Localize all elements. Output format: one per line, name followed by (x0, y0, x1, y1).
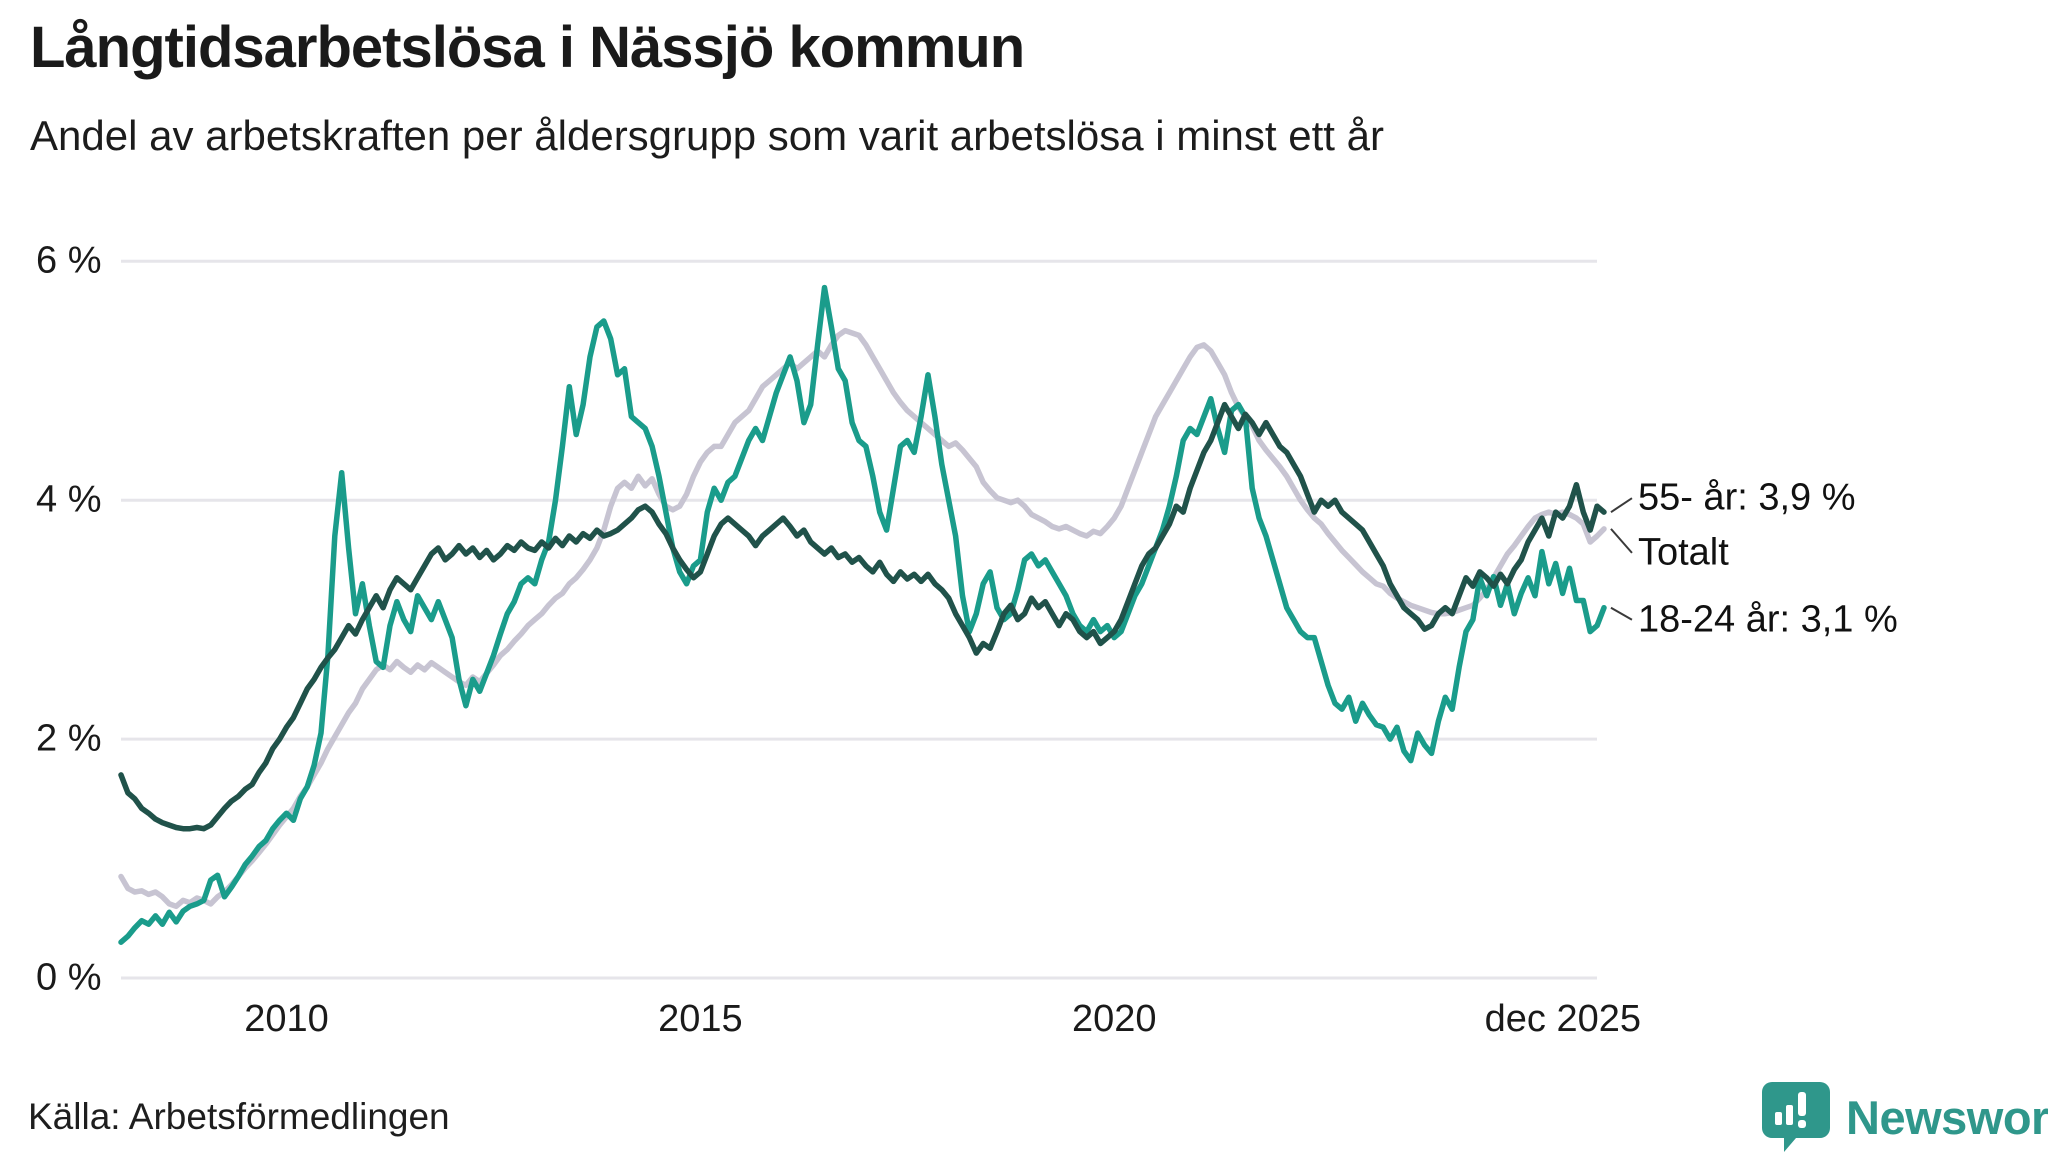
page-title: Långtidsarbetslösa i Nässjö kommun (30, 15, 1025, 80)
newsworthy-wordmark: Newsworthy (1846, 1090, 2048, 1144)
series-end-label: Totalt (1637, 531, 1729, 574)
y-tick-label: 0 % (36, 956, 102, 999)
y-tick-label: 4 % (36, 478, 102, 521)
x-tick-label: 2020 (1071, 998, 1157, 1040)
newsworthy-logo: Newsworthy (1762, 1082, 2048, 1152)
series-end-label: 18-24 år: 3,1 % (1637, 598, 1898, 641)
source-note: Källa: Arbetsförmedlingen (28, 1096, 450, 1137)
y-tick-label: 6 % (36, 239, 102, 282)
y-tick-label: 2 % (36, 717, 102, 760)
x-tick-label: dec 2025 (1484, 998, 1642, 1040)
bar-chart-speech-bubble-icon (1762, 1082, 1830, 1152)
chart-subtitle: Andel av arbetskraften per åldersgrupp s… (30, 112, 1384, 159)
x-tick-label: 2010 (244, 998, 329, 1040)
x-tick-label: 2015 (658, 998, 743, 1040)
series-end-label: 55- år: 3,9 % (1637, 476, 1856, 519)
